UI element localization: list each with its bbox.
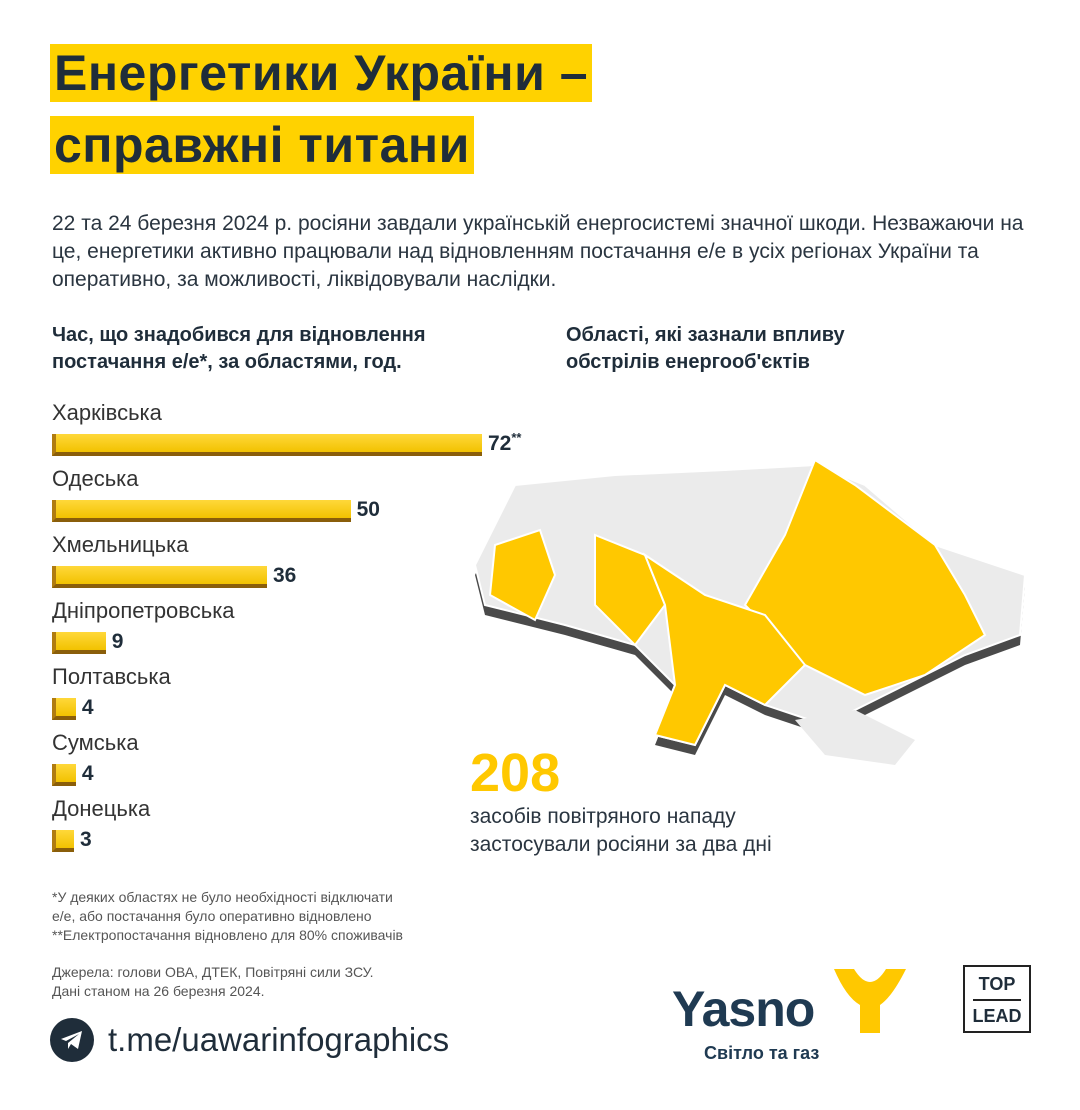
title-line-2: справжні титани	[50, 116, 474, 174]
chart-title: Час, що знадобився для відновлення поста…	[52, 324, 426, 373]
bar-value: 4	[81, 696, 94, 719]
bar-label: Одеська	[52, 466, 139, 491]
bar-label: Хмельницька	[52, 532, 189, 557]
bar	[52, 632, 106, 654]
bar	[52, 698, 76, 720]
bar-value: 3	[80, 828, 92, 851]
title-line-1: Енергетики України –	[50, 44, 593, 102]
bar-row: Полтавська 4	[52, 662, 552, 728]
stat-value: 208	[470, 743, 561, 803]
sources-text: Джерела: голови ОВА, ДТЕК, Повітряні сил…	[52, 964, 374, 980]
toplead-top: TOP	[978, 974, 1016, 994]
bar-label: Дніпропетровська	[52, 598, 235, 623]
bar-row: Одеська 50	[52, 464, 552, 530]
bar-row: Харківська 72**	[52, 398, 552, 464]
stat-text-2: застосували росіяни за два дні	[470, 833, 772, 856]
intro-text: 22 та 24 березня 2024 р. росіяни завдали…	[52, 212, 1024, 291]
bar-value: 72**	[488, 430, 522, 455]
bar-chart: Харківська 72** Одеська 50 Хмельницька 36 Д…	[52, 398, 552, 860]
yasno-subtitle: Світло та газ	[704, 1043, 820, 1063]
bar-value: 50	[356, 498, 380, 521]
bar-label: Сумська	[52, 730, 139, 755]
bar	[52, 830, 74, 852]
bar	[52, 764, 76, 786]
footnote-1b: е/е, або постачання було оперативно відн…	[52, 908, 372, 924]
footnote-2: **Електропостачання відновлено для 80% с…	[52, 927, 403, 943]
toplead-bottom: LEAD	[972, 1006, 1022, 1026]
stat-text: засобів повітряного нападу застосували ро…	[470, 803, 772, 859]
bar-value: 4	[81, 762, 94, 785]
bar-row: Сумська 4	[52, 728, 552, 794]
telegram-link[interactable]: t.me/uawarinfographics	[50, 1018, 449, 1062]
telegram-icon	[50, 1018, 94, 1062]
bar-label: Полтавська	[52, 664, 171, 689]
footnote-1: *У деяких областях не було необхідності …	[52, 889, 393, 905]
bar	[52, 500, 351, 522]
bar-label: Харківська	[52, 400, 162, 425]
bar-value: 36	[273, 564, 297, 587]
bar-row: Хмельницька 36	[52, 530, 552, 596]
sources: Джерела: голови ОВА, ДТЕК, Повітряні сил…	[52, 963, 374, 1001]
footnotes: *У деяких областях не було необхідності …	[52, 888, 403, 945]
bar	[52, 434, 482, 456]
bar-label: Донецька	[52, 796, 151, 821]
bar-row: Дніпропетровська 9	[52, 596, 552, 662]
map-title: Області, які зазнали впливу обстрілів ен…	[566, 324, 845, 373]
map-affected-regions	[488, 458, 987, 747]
map-crimea	[795, 710, 915, 765]
stat-text-1: засобів повітряного нападу	[470, 805, 736, 828]
telegram-url[interactable]: t.me/uawarinfographics	[108, 1021, 450, 1058]
bar-value: 9	[111, 630, 124, 653]
date-text: Дані станом на 26 березня 2024.	[52, 983, 265, 999]
toplead-logo: TOP LEAD	[963, 965, 1031, 1033]
yasno-logo: Yasno	[672, 981, 815, 1037]
bar	[52, 566, 267, 588]
bar-row: Донецька 3	[52, 794, 552, 860]
yasno-logo-icon	[834, 969, 906, 1033]
ukraine-map	[473, 458, 1027, 765]
